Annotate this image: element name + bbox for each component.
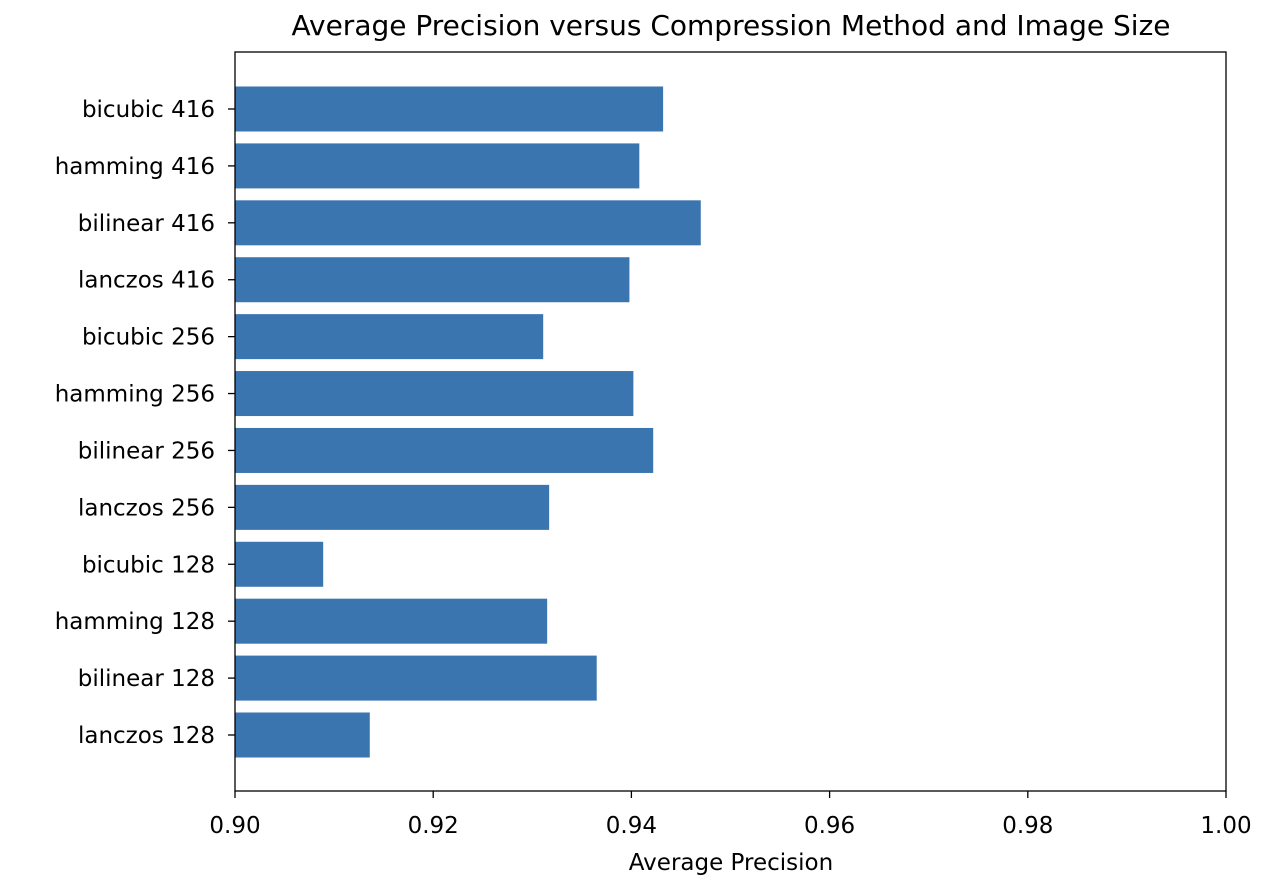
bar-bilinear-128	[235, 655, 597, 701]
bar-lanczos-128	[235, 712, 370, 758]
plot-frame	[234, 51, 1227, 792]
x-tick-label: 0.98	[1002, 813, 1053, 839]
y-axis-ticks: bicubic 416 hamming 416 bilinear 416 lanczo…	[55, 97, 235, 749]
x-tick-label: 0.90	[209, 813, 260, 839]
y-tick-label: bicubic 416	[82, 97, 215, 123]
x-axis-ticks: 0.90 0.92 0.94 0.96 0.98 1.00	[209, 791, 1252, 839]
bar-bicubic-128	[235, 541, 324, 587]
chart-title: Average Precision versus Compression Met…	[292, 9, 1171, 42]
x-tick-label: 0.92	[408, 813, 459, 839]
y-tick-label: hamming 416	[55, 154, 215, 180]
x-tick-label: 1.00	[1200, 813, 1251, 839]
bar-bilinear-416	[235, 200, 701, 246]
bar-hamming-128	[235, 598, 548, 644]
x-axis-label: Average Precision	[629, 850, 833, 876]
bar-lanczos-256	[235, 484, 550, 530]
y-tick-label: hamming 256	[55, 382, 215, 408]
x-tick-label: 0.96	[804, 813, 855, 839]
y-tick-label: bicubic 256	[82, 325, 215, 351]
y-tick-label: bilinear 256	[78, 438, 215, 464]
y-tick-label: hamming 128	[55, 609, 215, 635]
x-tick-label: 0.94	[606, 813, 657, 839]
bar-bicubic-416	[235, 86, 664, 132]
y-tick-label: bilinear 416	[78, 211, 215, 237]
y-tick-label: bilinear 128	[78, 666, 215, 692]
y-tick-label: lanczos 256	[78, 495, 215, 521]
bar-hamming-416	[235, 143, 640, 189]
y-tick-label: bicubic 128	[82, 552, 215, 578]
bar-lanczos-416	[235, 257, 630, 303]
y-tick-label: lanczos 128	[78, 723, 215, 749]
y-tick-label: lanczos 416	[78, 268, 215, 294]
bar-hamming-256	[235, 371, 634, 417]
bar-bicubic-256	[235, 314, 544, 360]
bar-bilinear-256	[235, 427, 654, 473]
bars-group	[235, 86, 701, 758]
